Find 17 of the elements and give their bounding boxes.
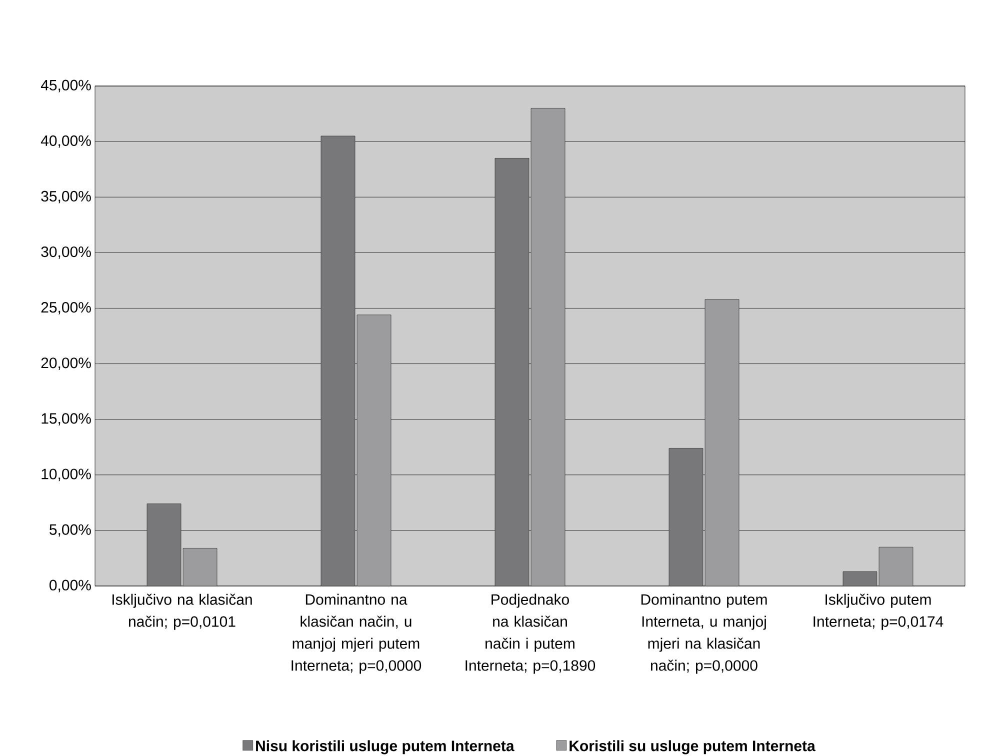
y-tick-label: 45,00% <box>40 80 91 92</box>
x-tick-label: Podjednako na klasičan način i putem Interneta; p=0,1890 <box>466 594 596 674</box>
y-tick-label: 25,00% <box>41 302 91 314</box>
y-tick-label: 30,00% <box>41 246 91 259</box>
y-tick-label: 5,00% <box>50 524 91 537</box>
x-tick-label: Dominantno na klasičan način, u manjoj mjeri putem Interneta; p=0,0000 <box>292 594 422 674</box>
y-tick-label: 35,00% <box>41 190 91 204</box>
y-tick-label: 40,00% <box>40 135 91 148</box>
legend-label: Nisu koristili usluge putem Interneta <box>256 740 514 754</box>
y-tick-label: 0,00% <box>50 580 91 592</box>
y-tick-label: 15,00% <box>42 413 91 426</box>
y-tick-label: 20,00% <box>41 358 91 370</box>
y-tick-label: 10,00% <box>42 468 91 482</box>
x-tick-label: Isključivo putem Interneta; p=0,0174 <box>814 594 944 630</box>
legend-label: Koristili su usluge putem Interneta <box>570 740 816 754</box>
x-tick-label: Isključivo na klasičan način; p=0,0101 <box>112 594 252 630</box>
x-tick-label: Dominantno putem Interneta, u manjoj mjeri na klasičan način; p=0,0000 <box>641 594 767 674</box>
